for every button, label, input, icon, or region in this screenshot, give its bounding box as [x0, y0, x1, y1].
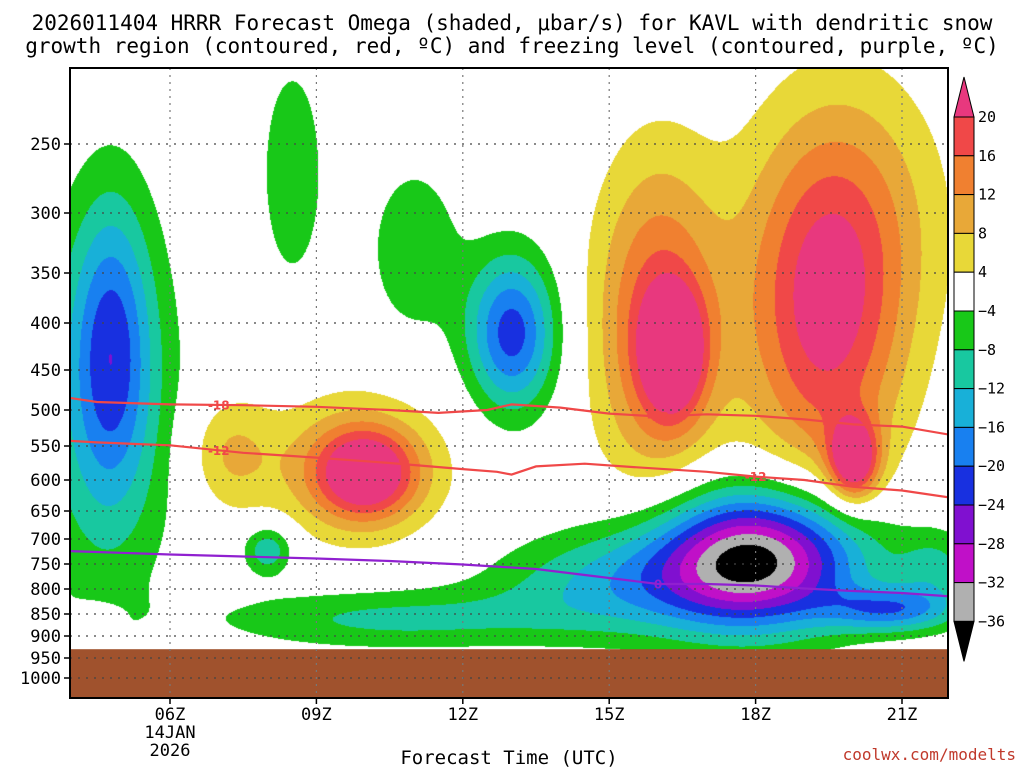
y-tick-label: 400 — [30, 314, 61, 334]
colorbar-segment — [953, 116, 975, 157]
colorbar-label: 12 — [978, 186, 996, 204]
colorbar-segment — [953, 232, 975, 273]
colorbar-segment — [953, 388, 975, 428]
y-tick-label: 650 — [30, 502, 61, 522]
contour-label: -18 — [647, 410, 669, 424]
contour-label: -18 — [208, 398, 230, 412]
colorbar-label: −28 — [978, 535, 1005, 553]
contour-label: -12 — [208, 444, 230, 458]
source-credit: coolwx.com/modelts — [843, 745, 1016, 764]
colorbar-segment — [953, 271, 975, 312]
x-tick-label: 12Z — [447, 705, 478, 725]
contour-line — [70, 439, 948, 499]
colorbar-segment — [953, 543, 975, 584]
y-axis-pressure-ticks: 2503003504004505005506006507007508008509… — [20, 135, 70, 689]
chart-title-line-2: growth region (contoured, red, ºC) and f… — [25, 34, 999, 58]
x-tick-label: 21Z — [887, 705, 918, 725]
colorbar-segment — [953, 194, 975, 234]
y-tick-label: 950 — [30, 649, 61, 669]
x-tick-date: 14JAN — [144, 723, 195, 743]
x-tick-year: 2026 — [150, 741, 191, 761]
colorbar-segment — [953, 504, 975, 545]
x-tick-label: 18Z — [740, 705, 771, 725]
y-tick-label: 350 — [30, 264, 61, 284]
omega-shaded-field — [70, 68, 948, 698]
colorbar-label: 4 — [978, 263, 987, 281]
colorbar-segment — [953, 155, 975, 196]
colorbar-top-arrow — [953, 76, 975, 118]
y-tick-label: 450 — [30, 361, 61, 381]
colorbar-label: −24 — [978, 496, 1005, 514]
y-tick-label: 500 — [30, 401, 61, 421]
y-tick-label: 700 — [30, 530, 61, 550]
chart-title-line-1: 2026011404 HRRR Forecast Omega (shaded, … — [32, 11, 993, 35]
colorbar-label: −4 — [978, 302, 996, 320]
x-axis-label: Forecast Time (UTC) — [400, 747, 617, 768]
x-tick-label: 15Z — [594, 705, 625, 725]
colorbar-label: 20 — [978, 108, 996, 126]
colorbar-segment — [953, 349, 975, 390]
colorbar-label: −12 — [978, 380, 1005, 398]
colorbar-label: −36 — [978, 612, 1005, 630]
colorbar-label: 16 — [978, 147, 996, 165]
colorbar-segment — [953, 582, 975, 622]
y-tick-label: 900 — [30, 627, 61, 647]
colorbar-label: −32 — [978, 574, 1005, 592]
y-tick-label: 300 — [30, 204, 61, 224]
y-tick-label: 250 — [30, 135, 61, 155]
colorbar-bottom-arrow — [953, 620, 975, 662]
colorbar-label: −16 — [978, 418, 1005, 436]
colorbar-label: 8 — [978, 224, 987, 242]
contour-label: 0 — [654, 578, 662, 592]
x-tick-label: 06Z — [155, 705, 186, 725]
y-tick-label: 550 — [30, 437, 61, 457]
plot-frame — [69, 67, 949, 699]
colorbar-segment — [953, 310, 975, 351]
y-tick-label: 750 — [30, 555, 61, 575]
y-tick-label: 800 — [30, 580, 61, 600]
contour-line — [70, 396, 948, 436]
colorbar-label: −20 — [978, 457, 1005, 475]
y-tick-label: 600 — [30, 471, 61, 491]
ground-underground-area — [70, 649, 948, 698]
colorbar-segment — [953, 426, 975, 467]
colorbar-legend: 20 16 12 8 4 −4 −8 −12 −16 −20 −24 −28 −32 −36 — [953, 76, 1005, 662]
contour-line — [70, 550, 948, 598]
colorbar-segment — [953, 465, 975, 506]
contour-label: -12 — [745, 470, 767, 484]
y-tick-label: 850 — [30, 605, 61, 625]
x-tick-label: 09Z — [301, 705, 332, 725]
y-tick-label: 1000 — [20, 669, 61, 689]
temperature-contours: -18 -18 -12 -12 0 — [70, 396, 948, 598]
colorbar-label: −8 — [978, 341, 996, 359]
